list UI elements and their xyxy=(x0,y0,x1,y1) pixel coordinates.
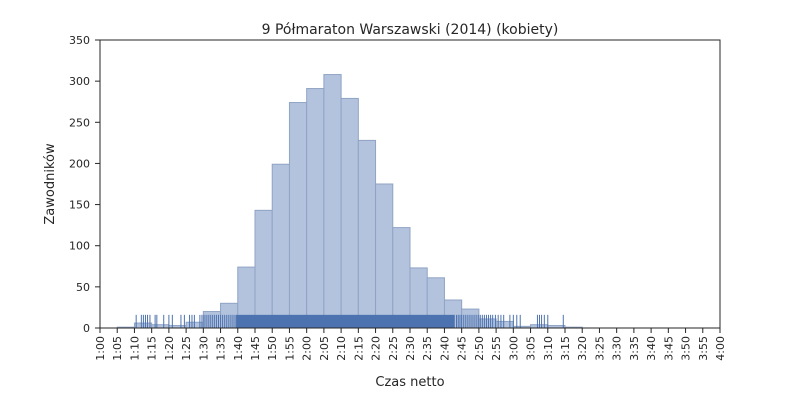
x-tick-label-3: 1:15 xyxy=(146,336,159,361)
y-tick-label-7: 350 xyxy=(69,34,90,47)
histogram-bar-14 xyxy=(340,97,359,329)
histogram-bar-23 xyxy=(495,320,514,329)
rug-marks xyxy=(135,314,564,328)
x-tick-label-8: 1:40 xyxy=(232,336,245,361)
rug-dense-band xyxy=(236,314,455,328)
x-tick-label-35: 3:55 xyxy=(697,336,710,361)
y-tick-label-5: 250 xyxy=(69,116,90,129)
histogram-bar-13 xyxy=(323,74,342,329)
plot-area-frame xyxy=(99,39,721,329)
histogram-bar-9 xyxy=(254,209,273,329)
x-tick-label-25: 3:05 xyxy=(525,336,538,361)
x-tick-label-13: 2:05 xyxy=(318,336,331,361)
x-tick-label-10: 1:50 xyxy=(266,336,279,361)
histogram-bar-10 xyxy=(271,163,290,329)
x-tick-label-17: 2:25 xyxy=(387,336,400,361)
x-tick-label-16: 2:20 xyxy=(370,336,383,361)
y-tick-label-6: 300 xyxy=(69,75,90,88)
histogram-bar-11 xyxy=(288,102,308,329)
x-tick-label-27: 3:15 xyxy=(559,336,572,361)
x-tick-label-22: 2:50 xyxy=(473,336,486,361)
histogram-bars xyxy=(116,74,583,329)
y-tick-label-3: 150 xyxy=(69,199,90,212)
x-tick-label-32: 3:40 xyxy=(645,336,658,361)
y-tick-label-2: 100 xyxy=(69,240,90,253)
histogram-bar-15 xyxy=(357,139,377,329)
x-tick-label-12: 2:00 xyxy=(301,336,314,361)
x-tick-label-28: 3:20 xyxy=(576,336,589,361)
x-tick-label-7: 1:35 xyxy=(215,336,228,361)
histogram-bar-17 xyxy=(392,227,411,329)
x-tick-label-26: 3:10 xyxy=(542,336,555,361)
x-tick-label-36: 4:00 xyxy=(714,336,727,361)
y-tick-label-1: 50 xyxy=(76,281,90,294)
histogram-bar-12 xyxy=(306,88,325,329)
y-axis-ticks: 0 50 100 150 200 250 300 350 xyxy=(69,34,100,335)
chart-title: 9 Półmaraton Warszawski (2014) (kobiety) xyxy=(262,22,559,38)
x-tick-label-33: 3:45 xyxy=(662,336,675,361)
x-tick-label-19: 2:35 xyxy=(421,336,434,361)
y-tick-label-0: 0 xyxy=(83,322,90,335)
x-tick-label-4: 1:20 xyxy=(163,336,176,361)
x-tick-label-30: 3:30 xyxy=(611,336,624,361)
y-axis-label: Zawodników xyxy=(43,143,58,225)
histogram-bar-22 xyxy=(478,318,497,329)
x-tick-label-15: 2:15 xyxy=(352,336,365,361)
x-tick-label-24: 3:00 xyxy=(507,336,520,361)
x-axis-label: Czas netto xyxy=(375,375,444,390)
histogram-bar-16 xyxy=(375,183,394,329)
x-tick-label-6: 1:30 xyxy=(197,336,210,361)
x-tick-label-14: 2:10 xyxy=(335,336,348,361)
x-tick-label-31: 3:35 xyxy=(628,336,641,361)
x-tick-label-1: 1:05 xyxy=(111,336,124,361)
x-tick-label-23: 2:55 xyxy=(490,336,503,361)
x-tick-label-5: 1:25 xyxy=(180,336,193,361)
x-axis-ticks: 1:00 1:05 1:10 1:15 1:20 1:25 1:30 1:35 1:40 1:45… xyxy=(94,328,727,361)
x-tick-label-21: 2:45 xyxy=(456,336,469,361)
y-tick-label-4: 200 xyxy=(69,157,90,170)
x-tick-label-2: 1:10 xyxy=(128,336,141,361)
x-tick-label-11: 1:55 xyxy=(283,336,296,361)
x-tick-label-18: 2:30 xyxy=(404,336,417,361)
x-tick-label-9: 1:45 xyxy=(249,336,262,361)
x-tick-label-34: 3:50 xyxy=(680,336,693,361)
x-tick-label-20: 2:40 xyxy=(438,336,451,361)
x-tick-label-29: 3:25 xyxy=(593,336,606,361)
x-tick-label-0: 1:00 xyxy=(94,336,107,361)
